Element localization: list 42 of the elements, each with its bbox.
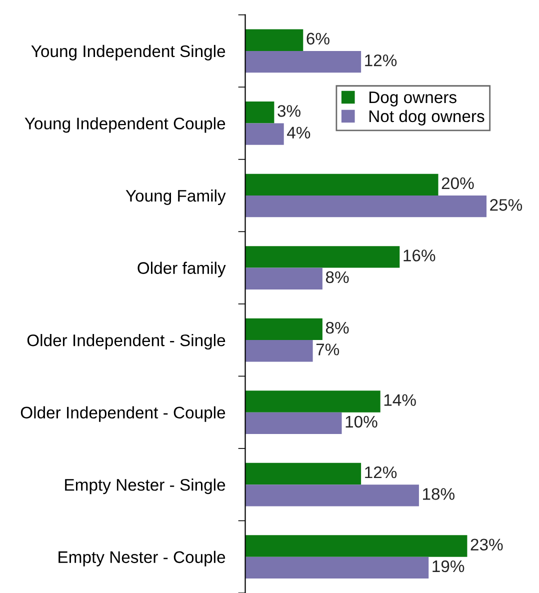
- y-tick-label: Empty Nester - Couple: [58, 550, 226, 566]
- legend-label: Dog owners: [369, 92, 456, 106]
- y-tick-label: Young Independent Single: [31, 44, 226, 60]
- data-label: 12%: [365, 466, 397, 478]
- y-tick-label: Young Family: [126, 189, 226, 205]
- bar: [245, 412, 342, 434]
- data-label: 18%: [423, 488, 454, 500]
- bar: [245, 268, 322, 290]
- bar: [245, 102, 274, 124]
- bar: [245, 29, 304, 51]
- bar: [245, 556, 429, 579]
- data-label: 3%: [278, 105, 300, 117]
- data-label: 6%: [306, 32, 330, 45]
- bar: [245, 462, 362, 485]
- bar: [245, 123, 284, 145]
- bar: [245, 535, 468, 557]
- data-label: 25%: [490, 199, 522, 211]
- bar: [245, 246, 400, 268]
- data-label: 10%: [346, 416, 378, 428]
- bar: [245, 50, 362, 73]
- y-tick-label: Empty Nester - Single: [65, 478, 226, 494]
- y-tick-label: Older family: [138, 262, 226, 278]
- data-label: 23%: [470, 538, 503, 550]
- data-label: 8%: [326, 322, 349, 334]
- bar: [245, 484, 419, 506]
- bar: [245, 390, 380, 412]
- bar: [245, 196, 487, 218]
- bar: [245, 174, 438, 196]
- data-label: 4%: [287, 126, 310, 138]
- data-label: 8%: [326, 271, 349, 284]
- data-label: 19%: [432, 560, 464, 572]
- y-tick-label: Older Independent - Couple: [20, 406, 226, 422]
- data-label: 20%: [442, 177, 474, 190]
- y-tick-label: Older Independent - Single: [27, 334, 226, 350]
- y-tick-label: Young Independent Couple: [24, 117, 226, 133]
- data-label: 16%: [404, 250, 436, 262]
- data-label: 7%: [316, 344, 340, 356]
- legend-label: Not dog owners: [369, 110, 484, 126]
- data-label: 12%: [365, 54, 397, 66]
- bar: [245, 340, 313, 362]
- data-label: 14%: [384, 394, 416, 406]
- bar: [245, 318, 322, 340]
